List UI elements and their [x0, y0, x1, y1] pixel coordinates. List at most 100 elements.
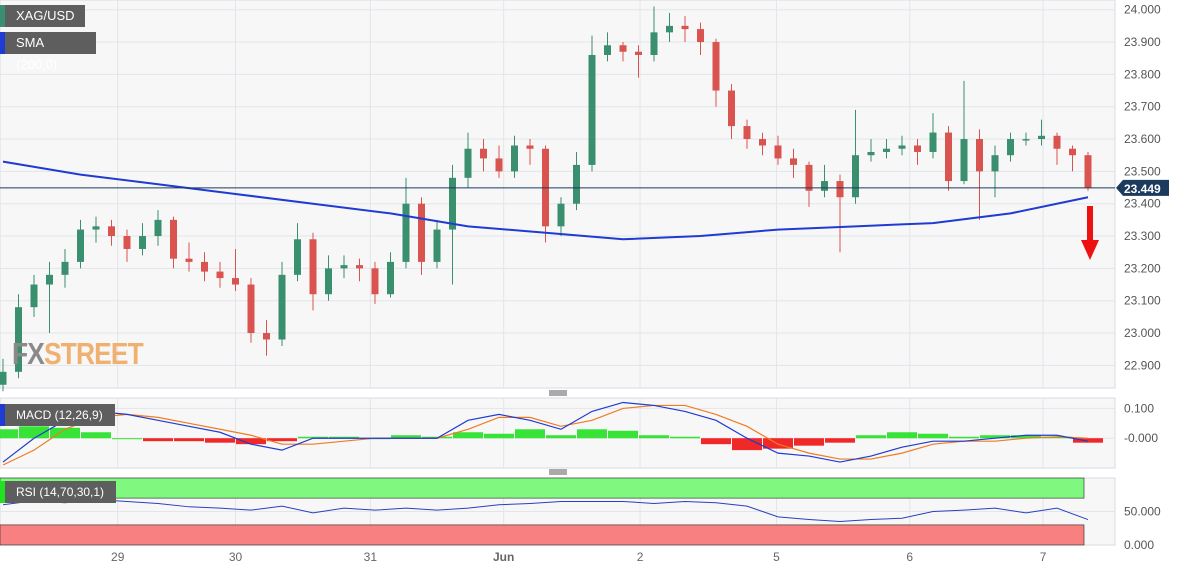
rsi-oversold-zone [0, 524, 1085, 546]
down-arrow-shaft [1087, 206, 1093, 242]
candle-body [728, 90, 735, 127]
macd-histogram-bar [825, 438, 855, 443]
candle-body [743, 126, 751, 140]
candle-body [898, 145, 906, 149]
macd-histogram-bar [174, 438, 204, 442]
candle-body [449, 177, 456, 230]
legend-symbol[interactable]: XAG/USD [0, 5, 85, 27]
macd-histogram-bar [205, 438, 235, 443]
candle-body [759, 139, 766, 146]
watermark-street: STREET [43, 336, 144, 371]
macd-histogram-bar [391, 435, 421, 439]
macd-histogram-bar [546, 435, 576, 439]
candle-body [976, 139, 983, 172]
candle-body [681, 25, 689, 30]
macd-histogram-bar [112, 438, 142, 440]
candle-body [604, 45, 611, 55]
candle-body [1069, 148, 1076, 156]
legend-symbol-text: XAG/USD [16, 8, 75, 23]
legend-rsi-text: RSI (14,70,30,1) [16, 485, 105, 499]
panel-resize-handle[interactable] [549, 390, 567, 396]
candle-body [418, 203, 425, 262]
candle-body [495, 158, 503, 172]
candle-body [356, 265, 363, 269]
macd-histogram-bar [1042, 436, 1072, 439]
candle-body [123, 236, 131, 249]
x-tick-label: Jun [493, 550, 514, 564]
macd-histogram-bar [267, 438, 297, 442]
candle-body [1038, 135, 1045, 140]
candle-body [480, 148, 487, 159]
candle-body [387, 261, 394, 295]
candle-body [945, 132, 952, 182]
macd-histogram-bar [1073, 438, 1103, 443]
macd-histogram-bar [577, 429, 607, 439]
fxstreet-watermark: FXSTREET [12, 336, 144, 372]
main-panel-bg [0, 0, 1116, 389]
y-tick-label: 24.000 [1124, 3, 1161, 17]
y-tick-label: 23.400 [1124, 197, 1161, 211]
macd-histogram-bar [484, 433, 514, 439]
candle-body [511, 145, 518, 172]
macd-histogram-bar [763, 438, 793, 449]
macd-histogram-bar [50, 427, 80, 439]
macd-histogram-bar [918, 433, 948, 439]
legend-swatch [0, 481, 5, 503]
legend-sma[interactable]: SMA (200,0) [0, 32, 96, 72]
candle-body [340, 265, 348, 269]
candle-body [635, 51, 642, 55]
candle-body [30, 284, 38, 308]
macd-histogram-bar [856, 435, 886, 439]
candle-body [309, 239, 317, 295]
candle-body [1022, 139, 1030, 141]
candle-body [216, 271, 224, 279]
candle-body [867, 151, 875, 156]
candle-body [185, 258, 193, 262]
legend-rsi[interactable]: RSI (14,70,30,1) [0, 481, 116, 503]
macd-histogram-bar [794, 438, 824, 446]
candle-body [557, 203, 565, 227]
candle-body [92, 226, 100, 230]
watermark-fx: FX [12, 336, 45, 371]
candle-body [666, 25, 673, 33]
last-price-tag [1116, 179, 1169, 196]
down-arrow-head [1081, 240, 1099, 260]
candle-body [325, 268, 332, 295]
candle-body [154, 219, 162, 237]
x-tick-label: 5 [773, 550, 780, 564]
panel-resize-handle[interactable] [549, 469, 567, 475]
macd-histogram-bar [639, 435, 669, 439]
candle-body [991, 155, 999, 172]
legend-macd[interactable]: MACD (12,26,9) [0, 404, 115, 426]
macd-histogram-bar [81, 432, 111, 439]
x-tick-label: 30 [229, 550, 243, 564]
macd-histogram-bar [329, 436, 359, 439]
candle-body [774, 145, 782, 159]
last-price-label: 23.449 [1124, 182, 1161, 196]
candle-body [836, 181, 844, 198]
macd-signal-line [2, 404, 1089, 466]
candle-body [15, 307, 22, 372]
y-tick-label: 50.000 [1124, 505, 1161, 519]
macd-histogram-bar [1011, 435, 1041, 439]
candle-body [77, 229, 84, 262]
macd-histogram-bar [701, 438, 731, 445]
rsi-overbought-zone [0, 477, 1085, 499]
legend-sma-text: SMA (200,0) [16, 35, 58, 72]
macd-histogram-bar [453, 432, 483, 439]
candle-body [526, 145, 534, 149]
macd-panel-bg [0, 397, 1116, 469]
candle-body [619, 45, 627, 52]
candle-body [1007, 139, 1014, 156]
candle-body [852, 155, 859, 198]
macd-histogram-bar [298, 436, 328, 439]
candle-body [697, 29, 704, 43]
candle-body [929, 132, 937, 152]
y-tick-label: -0.000 [1124, 431, 1158, 445]
x-tick-label: 6 [906, 550, 913, 564]
candle-body [108, 226, 115, 237]
candle-body [170, 219, 177, 259]
y-tick-label: 23.500 [1124, 164, 1161, 178]
candle-body [263, 333, 270, 340]
